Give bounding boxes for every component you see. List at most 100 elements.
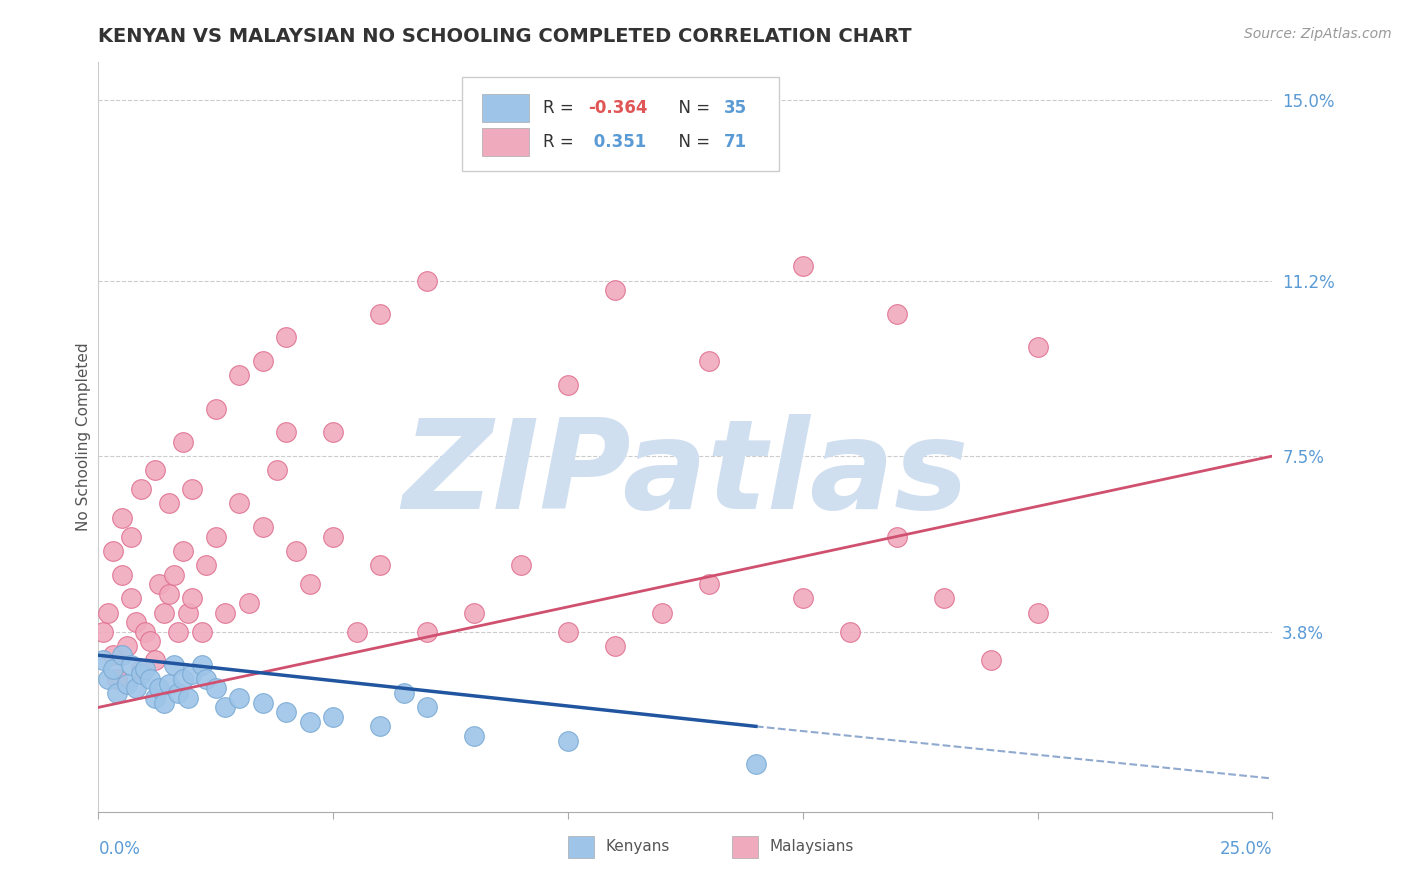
Text: 0.0%: 0.0%: [98, 840, 141, 858]
Point: [416, 700, 439, 714]
Text: R =: R =: [543, 99, 579, 117]
Point: [162, 657, 184, 672]
Point: [697, 354, 720, 368]
Point: [416, 274, 439, 288]
Point: [105, 672, 128, 686]
Point: [139, 672, 162, 686]
Point: [322, 710, 344, 724]
Point: [322, 530, 344, 544]
Point: [91, 624, 114, 639]
Point: [148, 681, 170, 696]
Point: [745, 757, 768, 772]
Text: 35: 35: [724, 99, 748, 117]
Point: [368, 719, 391, 733]
Point: [143, 463, 166, 477]
Point: [120, 657, 142, 672]
Point: [557, 378, 579, 392]
Point: [148, 577, 170, 591]
Point: [932, 591, 955, 606]
Point: [228, 368, 250, 383]
Text: 71: 71: [724, 133, 748, 151]
Point: [101, 648, 124, 663]
Bar: [568, 836, 593, 858]
Point: [463, 606, 485, 620]
Point: [129, 667, 152, 681]
Point: [322, 425, 344, 440]
Point: [214, 606, 236, 620]
Text: 0.351: 0.351: [588, 133, 647, 151]
Point: [167, 624, 190, 639]
Bar: [482, 128, 529, 156]
Point: [228, 690, 250, 705]
Point: [176, 606, 198, 620]
Point: [190, 657, 212, 672]
Point: [111, 648, 134, 663]
Text: Malaysians: Malaysians: [770, 839, 855, 855]
Point: [205, 401, 228, 416]
Point: [101, 663, 124, 677]
Bar: [482, 94, 529, 122]
Text: N =: N =: [668, 133, 716, 151]
Point: [886, 307, 908, 321]
Point: [172, 672, 194, 686]
Point: [120, 591, 142, 606]
Point: [603, 639, 626, 653]
Point: [143, 690, 166, 705]
Point: [162, 567, 184, 582]
Text: N =: N =: [668, 99, 716, 117]
Point: [153, 696, 176, 710]
Bar: [733, 836, 758, 858]
Point: [1026, 606, 1049, 620]
Point: [181, 482, 204, 496]
Text: 25.0%: 25.0%: [1220, 840, 1272, 858]
Point: [651, 606, 673, 620]
Point: [101, 544, 124, 558]
Point: [139, 634, 162, 648]
Point: [167, 686, 190, 700]
Point: [463, 729, 485, 743]
Point: [284, 544, 307, 558]
Point: [228, 496, 250, 510]
Point: [252, 520, 274, 534]
Text: R =: R =: [543, 133, 579, 151]
Point: [416, 624, 439, 639]
Point: [266, 463, 288, 477]
Point: [392, 686, 415, 700]
Y-axis label: No Schooling Completed: No Schooling Completed: [76, 343, 91, 532]
Point: [129, 663, 152, 677]
Point: [368, 307, 391, 321]
FancyBboxPatch shape: [463, 78, 779, 171]
Point: [346, 624, 368, 639]
Point: [97, 606, 120, 620]
Point: [176, 690, 198, 705]
Text: Kenyans: Kenyans: [606, 839, 671, 855]
Point: [980, 653, 1002, 667]
Point: [276, 705, 298, 719]
Point: [838, 624, 860, 639]
Point: [298, 577, 321, 591]
Point: [557, 624, 579, 639]
Point: [153, 606, 176, 620]
Point: [298, 714, 321, 729]
Point: [125, 615, 148, 629]
Point: [157, 496, 180, 510]
Point: [276, 425, 298, 440]
Point: [172, 544, 194, 558]
Point: [195, 558, 218, 573]
Point: [1026, 340, 1049, 354]
Point: [252, 354, 274, 368]
Text: Source: ZipAtlas.com: Source: ZipAtlas.com: [1244, 27, 1392, 41]
Point: [238, 596, 260, 610]
Text: KENYAN VS MALAYSIAN NO SCHOOLING COMPLETED CORRELATION CHART: KENYAN VS MALAYSIAN NO SCHOOLING COMPLET…: [98, 27, 912, 45]
Point: [129, 482, 152, 496]
Point: [181, 591, 204, 606]
Point: [111, 510, 134, 524]
Point: [157, 586, 180, 600]
Point: [792, 260, 814, 274]
Point: [120, 530, 142, 544]
Point: [557, 733, 579, 747]
Point: [276, 330, 298, 344]
Point: [792, 591, 814, 606]
Point: [181, 667, 204, 681]
Point: [134, 663, 156, 677]
